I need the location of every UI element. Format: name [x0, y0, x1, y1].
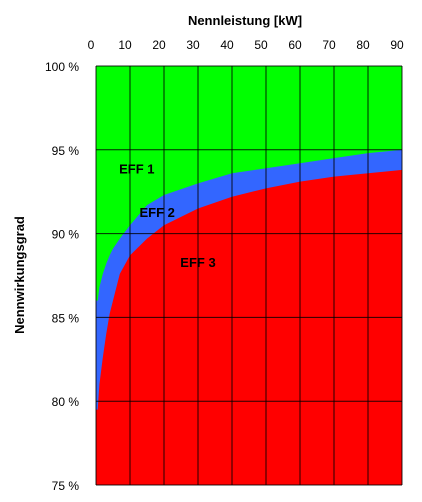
x-tick-label: 90 [390, 38, 404, 52]
y-tick-label: 90 % [52, 228, 80, 242]
region-labels: EFF 1 EFF 2 EFF 3 [119, 161, 216, 270]
region-label: EFF 3 [180, 255, 215, 270]
region-label: EFF 2 [139, 205, 174, 220]
x-tick-labels: 0 10 20 30 40 50 60 70 80 90 [88, 38, 404, 52]
x-tick-label: 40 [220, 38, 234, 52]
x-axis-title: Nennleistung [kW] [188, 13, 302, 28]
y-axis-title: Nennwirkungsgrad [12, 216, 27, 334]
y-tick-label: 100 % [45, 60, 79, 74]
region-label: EFF 1 [119, 161, 154, 176]
y-tick-label: 80 % [52, 395, 80, 409]
gridlines [95, 65, 403, 486]
y-tick-label: 85 % [52, 311, 80, 325]
x-tick-label: 70 [322, 38, 336, 52]
y-tick-label: 95 % [52, 144, 80, 158]
y-tick-label: 75 % [52, 479, 80, 493]
area-eff3 [96, 169, 402, 485]
x-tick-label: 10 [118, 38, 132, 52]
x-tick-label: 50 [254, 38, 268, 52]
x-tick-label: 80 [356, 38, 370, 52]
x-tick-label: 60 [288, 38, 302, 52]
y-tick-labels: 100 % 95 % 90 % 85 % 80 % 75 % [45, 60, 79, 493]
x-tick-label: 30 [186, 38, 200, 52]
x-tick-label: 20 [152, 38, 166, 52]
x-tick-label: 0 [88, 38, 95, 52]
